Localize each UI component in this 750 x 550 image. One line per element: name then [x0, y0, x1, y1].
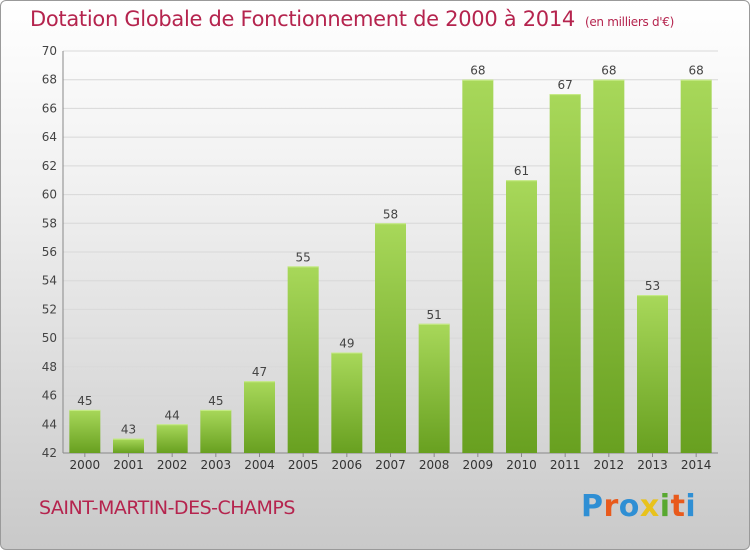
bar [156, 424, 188, 453]
logo-letter: P [581, 489, 604, 524]
bar [331, 352, 363, 453]
y-tick-label: 62 [42, 159, 57, 173]
bar [287, 266, 319, 453]
chart-title: Dotation Globale de Fonctionnement de 20… [30, 7, 674, 31]
bar [69, 409, 101, 453]
x-tick-label: 2014 [681, 458, 712, 472]
y-tick-label: 46 [42, 389, 57, 403]
bar [680, 79, 712, 453]
bar [200, 409, 232, 453]
bar-value-label: 45 [208, 394, 223, 408]
logo-letter: i [685, 489, 697, 524]
bar-value-label: 44 [165, 408, 180, 422]
logo-letter: t [670, 489, 686, 524]
proxiti-logo[interactable]: Proxiti [581, 489, 696, 524]
x-tick-label: 2001 [113, 458, 144, 472]
bar [506, 180, 537, 453]
commune-name: SAINT-MARTIN-DES-CHAMPS [39, 497, 295, 519]
chart-subtitle: (en milliers d'€) [584, 15, 674, 29]
x-tick-label: 2009 [463, 458, 494, 472]
bar-value-label: 68 [689, 64, 704, 78]
title-text: Dotation Globale de Fonctionnement de 20… [30, 7, 575, 31]
y-tick-label: 42 [42, 446, 57, 460]
y-tick-label: 58 [42, 216, 57, 230]
x-tick-label: 2011 [550, 458, 581, 472]
x-tick-label: 2010 [506, 458, 537, 472]
logo-letter: i [659, 489, 671, 524]
bar [549, 94, 581, 454]
x-tick-label: 2000 [70, 458, 101, 472]
bar-value-label: 51 [427, 308, 442, 322]
y-tick-label: 44 [42, 417, 57, 431]
bar [375, 223, 406, 453]
bar-value-label: 43 [121, 423, 136, 437]
bar [637, 295, 668, 453]
bar-value-label: 53 [645, 279, 660, 293]
bar-value-label: 47 [252, 365, 267, 379]
y-tick-label: 70 [42, 44, 57, 58]
logo-letter: o [618, 489, 640, 524]
x-tick-label: 2003 [201, 458, 232, 472]
y-tick-label: 52 [42, 302, 57, 316]
bar [462, 79, 494, 453]
x-tick-label: 2005 [288, 458, 319, 472]
bar-value-label: 68 [601, 64, 616, 78]
y-tick-label: 66 [42, 101, 57, 115]
bar-value-label: 61 [514, 164, 529, 178]
bar [593, 79, 625, 453]
bar [244, 381, 275, 453]
x-tick-label: 2006 [332, 458, 363, 472]
bar-value-label: 55 [296, 250, 311, 264]
x-tick-label: 2013 [637, 458, 668, 472]
y-tick-label: 50 [42, 331, 57, 345]
logo-letter: r [603, 489, 619, 524]
bar-value-label: 67 [558, 78, 573, 92]
y-tick-label: 68 [42, 73, 57, 87]
x-tick-label: 2004 [244, 458, 275, 472]
y-tick-label: 64 [42, 130, 57, 144]
logo-letter: x [639, 489, 660, 524]
bar-value-label: 49 [339, 337, 354, 351]
x-tick-label: 2002 [157, 458, 188, 472]
y-tick-label: 54 [42, 274, 57, 288]
bar-value-label: 45 [77, 394, 92, 408]
bar [418, 323, 450, 453]
x-tick-label: 2012 [594, 458, 625, 472]
bar-value-label: 58 [383, 207, 398, 221]
bar [113, 438, 144, 453]
y-tick-label: 56 [42, 245, 57, 259]
x-tick-label: 2007 [375, 458, 406, 472]
x-tick-label: 2008 [419, 458, 450, 472]
y-tick-label: 60 [42, 188, 57, 202]
bar-value-label: 68 [470, 64, 485, 78]
y-tick-label: 48 [42, 360, 57, 374]
